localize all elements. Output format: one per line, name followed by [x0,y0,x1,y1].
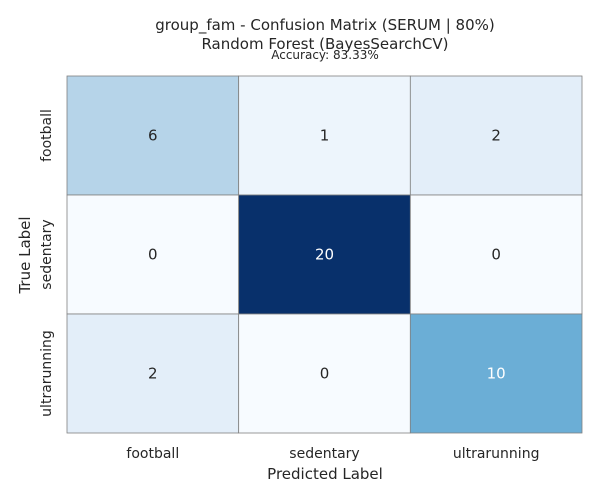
cell-value-0-1: 1 [320,127,330,145]
y-tick-labels: football sedentary ultrarunning [39,109,55,417]
cell-value-1-0: 0 [148,246,158,264]
cell-0-1 [238,75,411,196]
cell-value-2-1: 0 [320,365,330,383]
chart-title-line1: group_fam - Confusion Matrix (SERUM | 80… [155,16,494,35]
cell-value-1-2: 0 [491,246,501,264]
cell-1-0 [66,194,240,315]
x-axis-label: Predicted Label [267,465,383,483]
x-tick-0: football [126,446,179,462]
heatmap-cells: 6 1 20 20 02 0 10 [66,75,583,434]
cell-1-1 [238,194,411,315]
x-tick-labels: football sedentary ultrarunning [126,446,539,462]
cell-value-1-1: 20 [315,246,334,264]
cell-2-1 [238,313,411,434]
cell-2-0 [66,313,240,434]
y-axis-label: True Label [16,216,34,294]
chart-subtitle: Accuracy: 83.33% [271,48,379,62]
cell-value-2-0: 2 [148,365,158,383]
cell-value-2-2: 10 [487,365,506,383]
x-tick-1: sedentary [289,446,359,462]
cell-2-2 [409,313,583,434]
x-tick-2: ultrarunning [453,446,540,462]
cell-value-0-2: 2 [491,127,501,145]
y-tick-1: sedentary [39,219,55,289]
y-tick-2: ultrarunning [39,330,55,417]
y-tick-0: football [39,109,55,162]
cell-0-2 [409,75,583,196]
chart-title-line2: Random Forest (BayesSearchCV) [201,35,448,53]
cell-1-2 [409,194,583,315]
cell-value-0-0: 6 [148,127,158,145]
